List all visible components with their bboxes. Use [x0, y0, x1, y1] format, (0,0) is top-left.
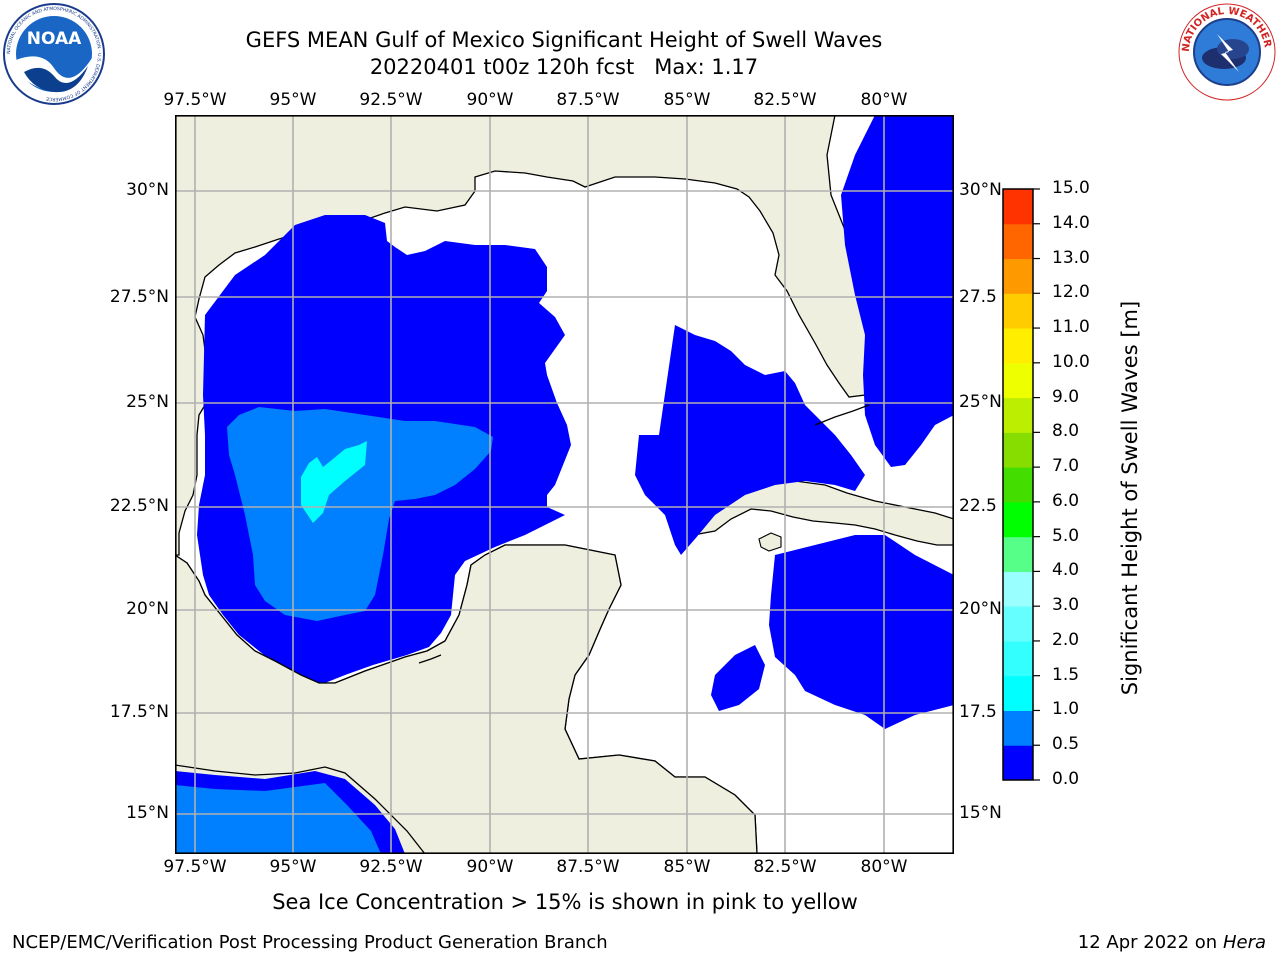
colorbar-swatch: [1003, 432, 1033, 468]
lon-label-bottom: 92.5°W: [359, 857, 423, 877]
lat-label-right: 27.5: [959, 287, 997, 307]
lon-label-top: 82.5°W: [753, 90, 817, 110]
colorbar-tick-label: 1.0: [1052, 699, 1080, 720]
svg-text:NOAA: NOAA: [27, 29, 82, 49]
colorbar-frame: [1002, 188, 1034, 781]
lat-label-right: 22.5: [959, 496, 997, 516]
chart-title: GEFS MEAN Gulf of Mexico Significant Hei…: [245, 28, 883, 52]
colorbar-tick-label: 1.5: [1052, 664, 1080, 685]
colorbar: [1002, 188, 1040, 781]
colorbar-swatch: [1003, 536, 1033, 572]
gulf-of-mexico-map: [175, 115, 954, 854]
colorbar-swatch: [1003, 362, 1033, 399]
lat-label-right: 17.5: [959, 702, 997, 722]
swell-0-0.5-sw-caribbean: [711, 645, 765, 711]
lat-label-right: 30°N: [959, 180, 1002, 200]
lat-label-left: 15°N: [126, 803, 169, 823]
swell-0-0.5-central: [635, 325, 865, 555]
colorbar-swatch: [1003, 571, 1033, 607]
colorbar-tick-label: 3.0: [1052, 595, 1080, 616]
swell-1.0-1.5: [301, 441, 367, 523]
lat-label-left: 27.5°N: [109, 287, 169, 307]
lon-label-bottom: 97.5°W: [163, 857, 227, 877]
lon-label-bottom: 80°W: [860, 857, 908, 877]
lat-label-left: 17.5°N: [109, 702, 169, 722]
colorbar-tick-label: 0.0: [1052, 769, 1080, 789]
map-frame: [175, 115, 954, 854]
colorbar-swatch: [1003, 640, 1033, 677]
noaa-logo-icon: NOAA NATIONAL OCEANIC AND ATMOSPHERIC AD…: [3, 3, 105, 105]
colorbar-tick-label: 14.0: [1052, 212, 1090, 233]
lat-label-left: 22.5°N: [109, 496, 169, 516]
host-name: Hera: [1222, 932, 1266, 953]
florida-keys: [814, 404, 870, 426]
lat-label-right: 15°N: [959, 803, 1002, 823]
lat-label-right: 20°N: [959, 599, 1002, 619]
lon-label-top: 92.5°W: [359, 90, 423, 110]
colorbar-tick-label: 4.0: [1052, 560, 1080, 581]
lon-label-bottom: 87.5°W: [556, 857, 620, 877]
colorbar-tick-label: 10.0: [1052, 351, 1090, 372]
graticule: [175, 115, 954, 854]
colorbar-tick-label: 8.0: [1052, 421, 1080, 442]
generation-date: 12 Apr 2022 on Hera: [1078, 932, 1266, 953]
lon-label-bottom: 82.5°W: [753, 857, 817, 877]
colorbar-tick-label: 15.0: [1052, 178, 1090, 198]
colorbar-swatch: [1003, 397, 1033, 433]
lon-label-top: 90°W: [466, 90, 514, 110]
colorbar-tick-label: 2.0: [1052, 629, 1080, 650]
colorbar-swatch: [1003, 467, 1033, 503]
lon-label-bottom: 90°W: [466, 857, 514, 877]
coast-detail: [418, 654, 442, 664]
colorbar-tick-label: 12.0: [1052, 282, 1090, 303]
lat-label-left: 25°N: [126, 392, 169, 412]
lon-label-bottom: 95°W: [269, 857, 317, 877]
lat-label-left: 20°N: [126, 599, 169, 619]
date-text: 12 Apr 2022 on: [1077, 932, 1218, 953]
swell-0-0.5-atlantic: [841, 115, 954, 467]
swell-0-0.5-caribbean: [769, 535, 954, 729]
land-isle: [758, 532, 782, 552]
lon-label-top: 97.5°W: [163, 90, 227, 110]
colorbar-swatch: [1003, 189, 1033, 225]
footnote: Sea Ice Concentration > 15% is shown in …: [272, 890, 858, 914]
credit-line: NCEP/EMC/Verification Post Processing Pr…: [12, 932, 608, 953]
lon-label-top: 95°W: [269, 90, 317, 110]
colorbar-tick-label: 11.0: [1052, 317, 1090, 338]
colorbar-swatch: [1003, 223, 1033, 260]
colorbar-swatch: [1003, 675, 1033, 711]
lon-label-top: 85°W: [663, 90, 711, 110]
colorbar-swatch: [1003, 606, 1033, 642]
colorbar-swatch: [1003, 258, 1033, 294]
lon-label-bottom: 85°W: [663, 857, 711, 877]
lat-label-right: 25°N: [959, 392, 1002, 412]
colorbar-swatch: [1003, 293, 1033, 329]
colorbar-tick-label: 7.0: [1052, 456, 1080, 477]
chart-subtitle: 20220401 t00z 120h fcst Max: 1.17: [369, 55, 759, 79]
colorbar-tick-label: 6.0: [1052, 490, 1080, 511]
land-mexico-south: [175, 544, 758, 854]
colorbar-tick-label: 13.0: [1052, 247, 1090, 268]
colorbar-tick-label: 9.0: [1052, 386, 1080, 407]
swell-0.5-1.0-pacific: [175, 783, 381, 854]
colorbar-swatch: [1003, 328, 1033, 364]
lon-label-top: 87.5°W: [556, 90, 620, 110]
colorbar-tick-label: 0.5: [1052, 734, 1080, 755]
colorbar-swatch: [1003, 745, 1033, 781]
nws-logo-icon: NATIONAL WEATHER SERVICE: [1177, 2, 1276, 101]
colorbar-swatch: [1003, 501, 1033, 538]
colorbar-swatch: [1003, 710, 1033, 746]
colorbar-tick-label: 5.0: [1052, 525, 1080, 546]
colorbar-title: Significant Height of Swell Waves [m]: [1118, 300, 1142, 696]
lat-label-left: 30°N: [126, 180, 169, 200]
lon-label-top: 80°W: [860, 90, 908, 110]
